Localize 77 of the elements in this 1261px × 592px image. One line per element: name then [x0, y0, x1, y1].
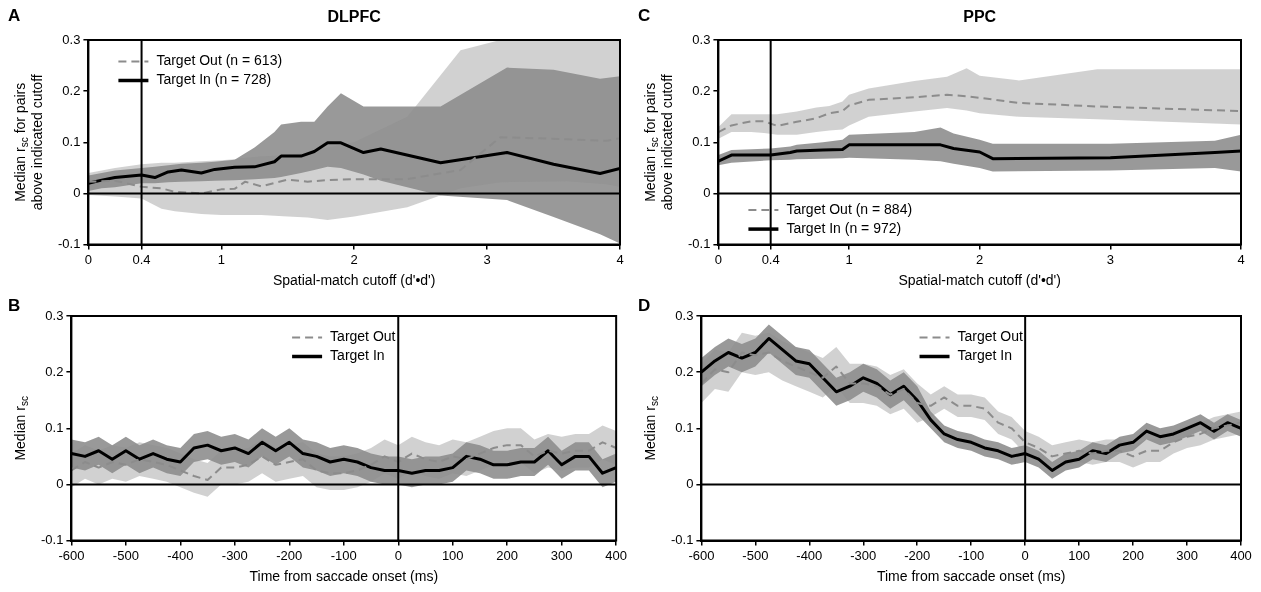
x-tick-label: -400	[167, 547, 194, 563]
x-tick-label: -100	[958, 547, 985, 563]
legend-label: Target Out	[957, 328, 1023, 345]
y-tick-label: 0.2	[62, 82, 81, 98]
y-tick-label: 0.2	[45, 363, 64, 379]
x-tick-label: -600	[688, 547, 715, 563]
chart-title: DLPFC	[327, 8, 382, 26]
legend-label: Target In (n = 972)	[786, 219, 902, 236]
x-tick-label: 0	[394, 547, 402, 563]
x-tick-label: -200	[904, 547, 931, 563]
x-tick-label: 1	[217, 251, 225, 267]
x-tick-label: 3	[1106, 251, 1114, 267]
x-axis-title: Spatial-match cutoff (d'•d')	[272, 272, 436, 289]
legend-label: Target Out	[330, 328, 396, 345]
x-tick-label: -500	[742, 547, 769, 563]
line-series	[701, 351, 1241, 458]
x-tick-label: 1	[845, 251, 853, 267]
x-tick-label: 100	[1068, 547, 1090, 563]
x-tick-label: 400	[605, 547, 628, 563]
x-axis-title: Spatial-match cutoff (d'•d')	[898, 272, 1061, 289]
x-tick-label: 100	[441, 547, 464, 563]
chart-title: PPC	[963, 8, 997, 26]
legend-label: Target Out (n = 884)	[786, 200, 913, 217]
x-tick-label: -500	[112, 547, 139, 563]
text: A	[8, 6, 21, 26]
y-tick-label: 0	[686, 476, 694, 492]
y-tick-label: -0.1	[670, 532, 694, 548]
text: C	[638, 6, 651, 26]
y-tick-label: -0.1	[687, 236, 711, 252]
y-tick-label: 0	[73, 185, 81, 201]
legend-label: Target In	[957, 347, 1012, 364]
y-tick-label: -0.1	[40, 532, 64, 548]
line-series	[71, 441, 617, 481]
x-tick-label: 300	[1176, 547, 1198, 563]
x-tick-label: 200	[1122, 547, 1144, 563]
x-tick-label: 200	[496, 547, 519, 563]
x-tick-label: 0	[1021, 547, 1029, 563]
x-tick-label: 2	[350, 251, 358, 267]
x-tick-label: 400	[1230, 547, 1252, 563]
line-series	[718, 93, 1241, 134]
x-tick-label: 4	[616, 251, 624, 267]
y-tick-label: 0.2	[675, 363, 694, 379]
y-tick-label: 0.1	[45, 419, 64, 435]
x-tick-label: 2	[976, 251, 984, 267]
x-tick-label: -300	[850, 547, 877, 563]
x-axis-title: Time from saccade onset (ms)	[249, 568, 439, 585]
y-axis-title: Median rsc	[642, 396, 661, 461]
x-tick-label: -200	[276, 547, 303, 563]
legend-label: Target Out (n = 613)	[156, 52, 283, 69]
text: B	[8, 296, 21, 316]
x-tick-label: -600	[58, 547, 85, 563]
y-tick-label: 0.1	[62, 133, 81, 149]
y-tick-label: 0.1	[675, 419, 694, 435]
x-tick-label: -400	[796, 547, 823, 563]
x-axis-title: Time from saccade onset (ms)	[876, 568, 1066, 585]
y-tick-label: 0.3	[675, 307, 694, 323]
x-tick-label: 3	[483, 251, 491, 267]
y-axis-title: Median rsc	[12, 396, 31, 461]
x-tick-label: -300	[221, 547, 248, 563]
y-tick-label: 0.2	[692, 82, 711, 98]
y-tick-label: 0.3	[692, 31, 711, 47]
y-tick-label: 0	[56, 476, 64, 492]
x-tick-label: -100	[330, 547, 357, 563]
text: D	[638, 296, 651, 316]
y-tick-label: 0.3	[62, 31, 81, 47]
x-tick-label: 0	[714, 251, 723, 267]
legend-label: Target In	[330, 347, 385, 364]
x-tick-label: 0	[84, 251, 93, 267]
y-tick-label: 0.3	[45, 307, 64, 323]
y-tick-label: -0.1	[57, 236, 81, 252]
x-tick-label: 0.4	[761, 251, 780, 267]
x-tick-label: 4	[1237, 251, 1245, 267]
x-tick-label: 0.4	[132, 251, 151, 267]
x-tick-label: 300	[550, 547, 573, 563]
y-tick-label: 0.1	[692, 133, 711, 149]
y-tick-label: 0	[703, 185, 711, 201]
legend-label: Target In (n = 728)	[156, 71, 272, 88]
